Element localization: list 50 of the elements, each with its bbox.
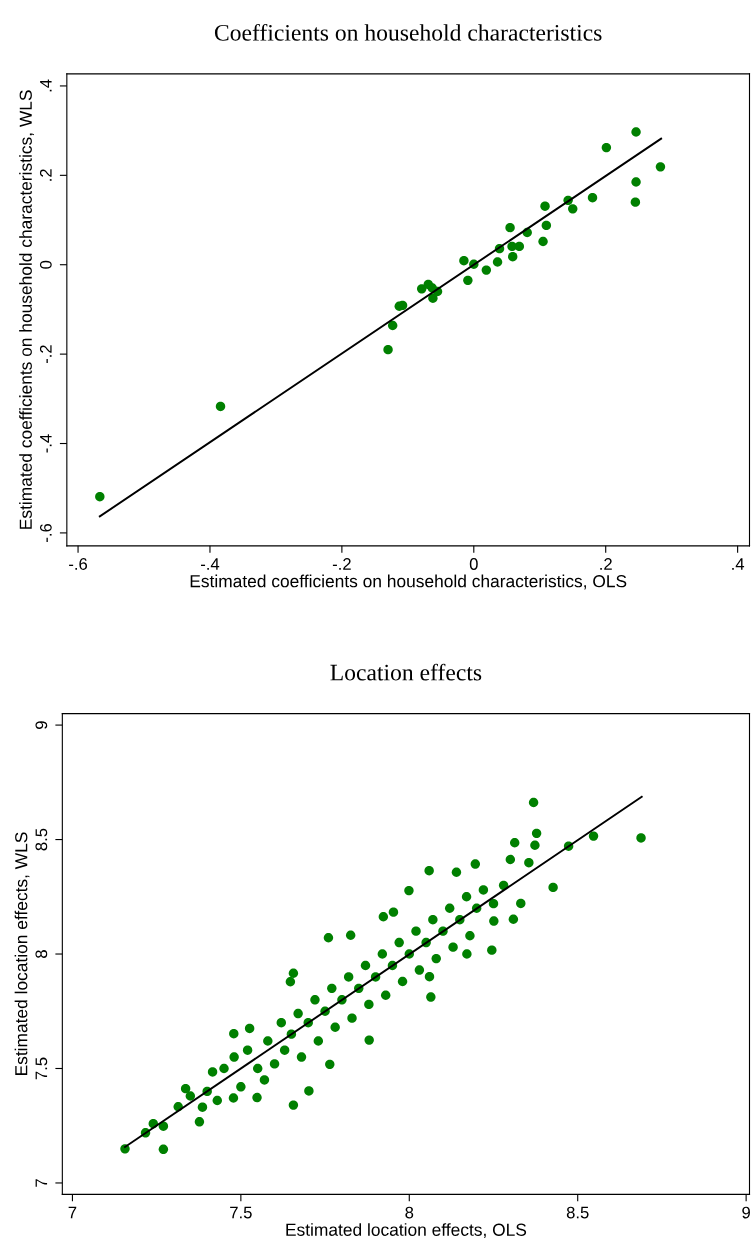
- chart-title: Location effects: [330, 663, 482, 681]
- y-tick-label: 8.5: [35, 828, 48, 851]
- point: [631, 177, 641, 187]
- y-tick-label: .4: [40, 79, 52, 92]
- y-axis-title: Estimated coefficients on household characteristics, WLS: [19, 90, 34, 529]
- point: [587, 192, 598, 203]
- point: [655, 162, 666, 172]
- y-tick-label: -.2: [39, 345, 52, 364]
- point: [505, 222, 515, 233]
- point: [630, 197, 641, 207]
- x-tick-label: -.6: [69, 558, 88, 570]
- y-tick-label: .2: [39, 169, 52, 181]
- x-tick-label: -.4: [200, 558, 220, 570]
- chart-title: Coefficients on household characteristics: [214, 23, 602, 41]
- point: [514, 241, 525, 252]
- point: [631, 127, 641, 137]
- point: [95, 492, 105, 502]
- point: [383, 344, 393, 355]
- point: [601, 142, 612, 153]
- point: [481, 265, 492, 275]
- point: [568, 204, 578, 214]
- point: [459, 255, 469, 266]
- y-tick-label: 8: [35, 950, 48, 958]
- x-tick-label: .4: [732, 558, 745, 570]
- x-tick-label: 8.5: [566, 1206, 589, 1219]
- x-axis-title: Estimated location effects, OLS: [286, 1223, 527, 1238]
- point: [215, 401, 226, 412]
- y-tick-label: 9: [35, 721, 48, 729]
- y-tick-label: 7: [35, 1179, 48, 1187]
- point: [541, 220, 552, 231]
- x-tick-label: 9: [742, 1206, 750, 1219]
- x-tick-label: .2: [600, 558, 612, 570]
- x-axis-title: Estimated coefficients on household characteristics, OLS: [190, 574, 627, 590]
- point: [508, 251, 518, 262]
- x-tick-label: -.2: [332, 558, 351, 570]
- point: [463, 275, 473, 286]
- point: [540, 201, 550, 211]
- x-tick-label: 7: [68, 1206, 77, 1219]
- x-tick-label: 8: [405, 1206, 414, 1219]
- y-axis-title: Estimated location effects, WLS: [14, 832, 30, 1075]
- x-tick-label: 7.5: [230, 1206, 252, 1219]
- point: [387, 320, 398, 331]
- point: [538, 236, 548, 247]
- point: [492, 257, 503, 267]
- y-tick-label: 7.5: [35, 1057, 48, 1080]
- point: [416, 284, 427, 294]
- y-tick-label: 0: [39, 260, 52, 269]
- y-tick-label: -.4: [40, 434, 52, 453]
- y-tick-label: -.6: [39, 523, 52, 542]
- x-tick-label: 0: [469, 558, 478, 570]
